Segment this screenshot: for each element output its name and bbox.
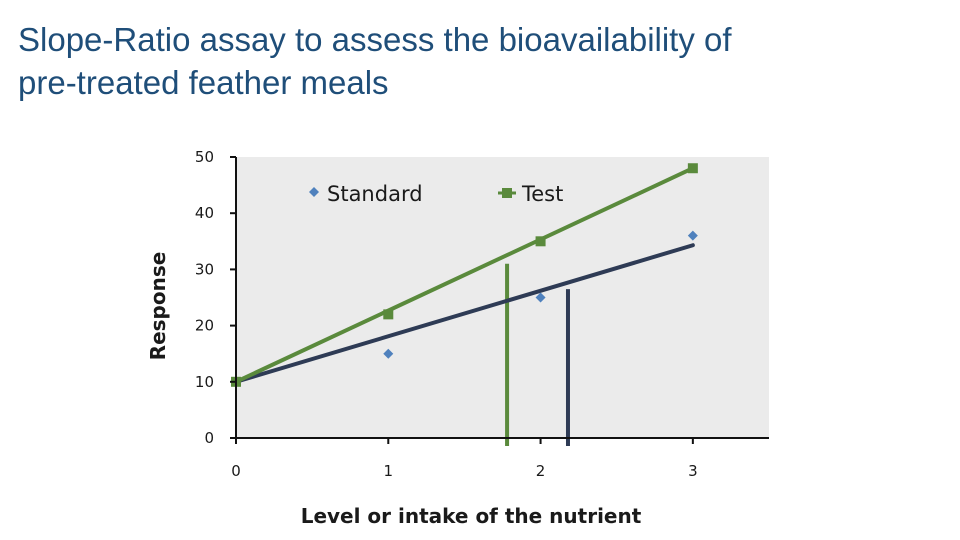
legend-standard-label: Standard xyxy=(327,182,423,206)
x-axis-title: Level or intake of the nutrient xyxy=(301,504,642,528)
point-standard xyxy=(383,348,394,359)
slide-title-line-2: pre-treated feather meals xyxy=(18,64,389,101)
y-axis-title: Response xyxy=(146,252,170,361)
y-tick-label: 40 xyxy=(195,204,214,222)
trendline-standard xyxy=(234,243,695,384)
plot-area xyxy=(236,157,769,438)
x-tick-label: 3 xyxy=(688,462,698,480)
x-tick-label: 2 xyxy=(536,462,546,480)
point-standard xyxy=(535,292,546,303)
point-test xyxy=(535,236,546,247)
y-tick-label: 0 xyxy=(204,429,214,447)
trendline-test xyxy=(234,166,695,384)
x-tick-label: 0 xyxy=(231,462,241,480)
point-standard xyxy=(687,230,698,241)
point-test xyxy=(687,163,698,174)
vertical-markers xyxy=(505,263,570,446)
legend-standard-marker xyxy=(309,187,319,197)
legend-test-marker xyxy=(502,188,512,198)
y-tick-label: 30 xyxy=(195,260,214,278)
point-test xyxy=(383,309,394,320)
legend-test-label: Test xyxy=(521,182,563,206)
slide-title-line-1: Slope-Ratio assay to assess the bioavail… xyxy=(18,21,732,58)
y-tick-label: 10 xyxy=(195,373,214,391)
slide-title: Slope-Ratio assay to assess the bioavail… xyxy=(18,18,938,104)
y-tick-label: 20 xyxy=(195,317,214,335)
x-tick-label: 1 xyxy=(384,462,394,480)
tick-labels: 0 10 20 30 40 50 0 1 2 3 xyxy=(195,148,698,480)
axes xyxy=(230,156,769,444)
legend: Standard Test xyxy=(309,182,563,206)
y-tick-label: 50 xyxy=(195,148,214,166)
trendlines xyxy=(234,166,695,384)
